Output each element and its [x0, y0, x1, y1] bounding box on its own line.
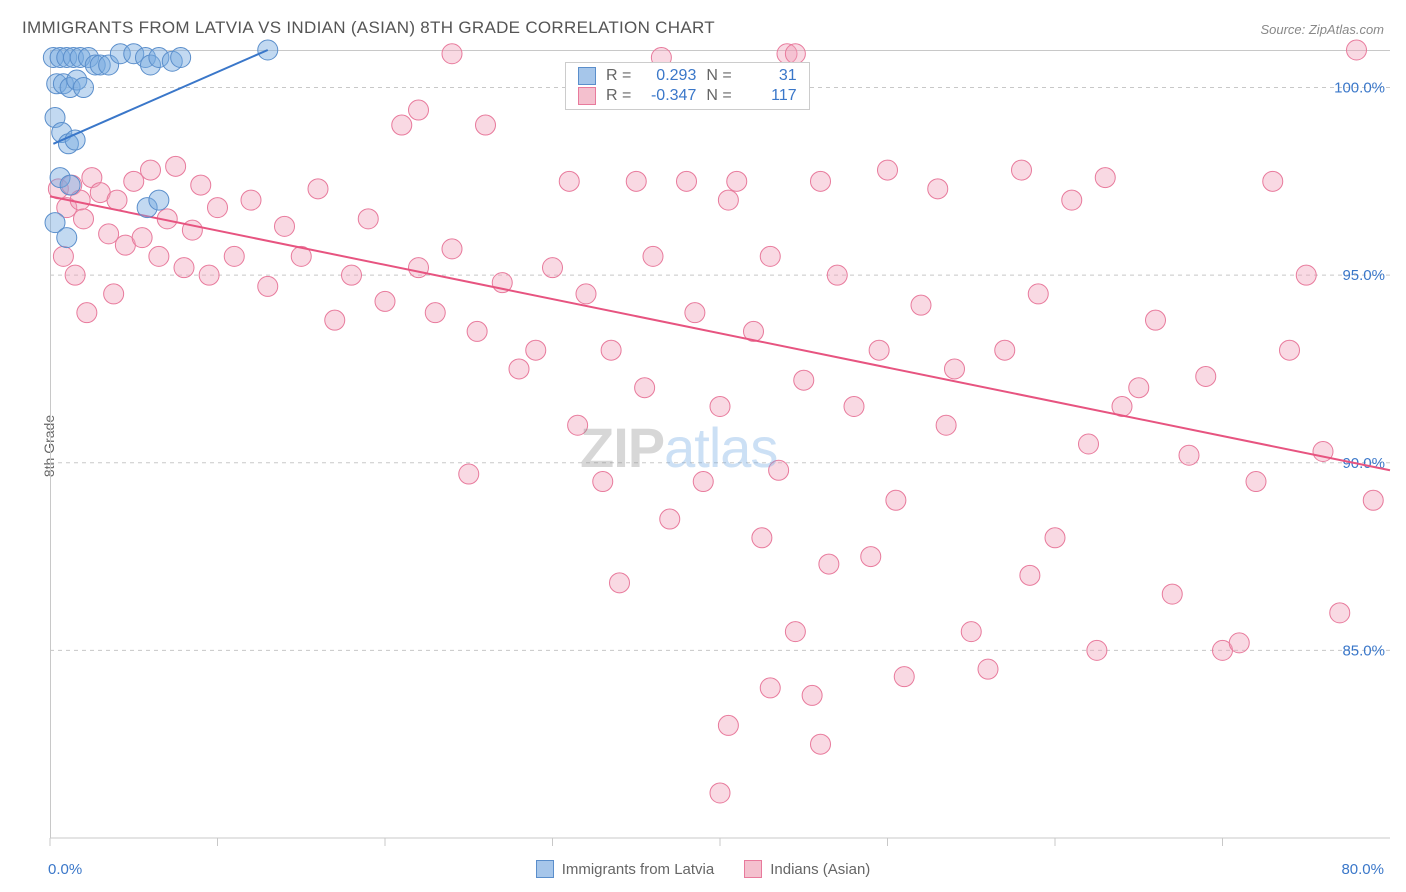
correlation-stats-box: R = 0.293 N = 31 R = -0.347 N = 117 — [565, 62, 810, 110]
legend-label-latvia: Immigrants from Latvia — [562, 861, 715, 878]
r-label: R = — [606, 87, 631, 105]
n-label: N = — [706, 67, 731, 85]
swatch-indians-bottom — [744, 860, 762, 878]
stats-row-latvia: R = 0.293 N = 31 — [578, 67, 797, 85]
svg-text:90.0%: 90.0% — [1342, 455, 1385, 472]
watermark-zip: ZIP — [580, 416, 664, 479]
stats-row-indians: R = -0.347 N = 117 — [578, 87, 797, 105]
bottom-legend: Immigrants from Latvia Indians (Asian) — [0, 860, 1406, 878]
legend-label-indians: Indians (Asian) — [770, 861, 870, 878]
svg-text:100.0%: 100.0% — [1334, 80, 1385, 97]
x-axis-max-label: 80.0% — [1341, 861, 1384, 878]
r-label: R = — [606, 67, 631, 85]
legend-item-indians: Indians (Asian) — [744, 860, 870, 878]
swatch-latvia-bottom — [536, 860, 554, 878]
r-value-indians: -0.347 — [641, 87, 696, 105]
watermark-atlas: atlas — [664, 416, 777, 479]
swatch-latvia — [578, 67, 596, 85]
svg-text:95.0%: 95.0% — [1342, 267, 1385, 284]
x-axis-min-label: 0.0% — [48, 861, 82, 878]
watermark: ZIPatlas — [580, 415, 777, 480]
n-value-indians: 117 — [742, 87, 797, 105]
svg-text:85.0%: 85.0% — [1342, 642, 1385, 659]
n-value-latvia: 31 — [742, 67, 797, 85]
chart-container: IMMIGRANTS FROM LATVIA VS INDIAN (ASIAN)… — [0, 0, 1406, 892]
r-value-latvia: 0.293 — [641, 67, 696, 85]
n-label: N = — [706, 87, 731, 105]
swatch-indians — [578, 87, 596, 105]
legend-item-latvia: Immigrants from Latvia — [536, 860, 715, 878]
